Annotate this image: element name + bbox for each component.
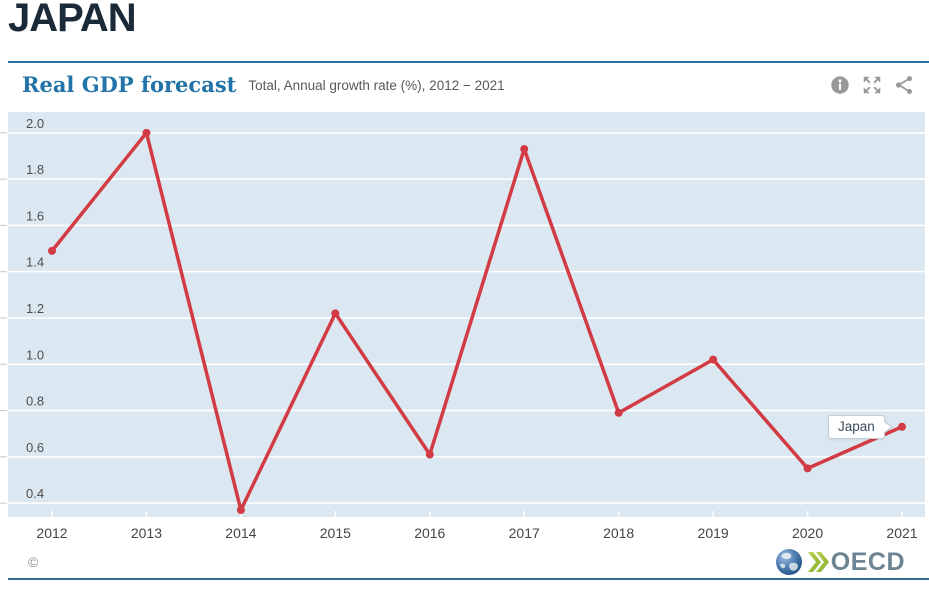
x-axis-label: 2020: [792, 525, 823, 541]
series-line: [50, 131, 904, 512]
y-axis-label: 0.6: [26, 440, 44, 455]
info-icon: [831, 76, 849, 94]
data-point-2014[interactable]: [236, 506, 245, 515]
oecd-chevrons-icon: [807, 552, 829, 572]
data-point-2017[interactable]: [520, 145, 529, 154]
x-axis-label: 2021: [886, 525, 917, 541]
series-tooltip: Japan: [828, 414, 893, 439]
data-point-2018[interactable]: [614, 408, 623, 417]
y-axis-label: 1.8: [26, 162, 44, 177]
data-point-2021[interactable]: [898, 422, 906, 431]
x-axis-label: 2019: [698, 525, 729, 541]
x-axis-label: 2018: [603, 525, 634, 541]
x-axis-label: 2016: [414, 525, 445, 541]
oecd-globe-icon: [775, 549, 802, 575]
x-axis-label: 2017: [509, 525, 540, 541]
oecd-logo-text: OECD: [830, 547, 905, 576]
x-axis-label: 2012: [36, 525, 67, 541]
y-axis-label: 2.0: [26, 116, 44, 131]
data-point-2019[interactable]: [709, 355, 718, 364]
y-axis-label: 0.4: [26, 486, 44, 501]
fullscreen-button[interactable]: [861, 74, 883, 96]
y-axis-label: 1.4: [26, 255, 44, 270]
top-divider: [8, 61, 929, 63]
data-point-2016[interactable]: [425, 450, 434, 459]
data-point-2020[interactable]: [803, 464, 812, 473]
data-point-2015[interactable]: [331, 309, 340, 318]
x-axis-label: 2013: [131, 525, 162, 541]
chart-subtitle: Total, Annual growth rate (%), 2012 − 20…: [248, 78, 505, 93]
x-axis-label: 2015: [320, 525, 351, 541]
bottom-divider: [8, 578, 929, 580]
page-title: JAPAN: [8, 0, 137, 40]
data-point-2012[interactable]: [48, 246, 56, 255]
y-axis-label: 0.8: [26, 394, 44, 409]
expand-arrows-icon: [863, 76, 881, 94]
series-tooltip-label: Japan: [838, 418, 875, 434]
share-button[interactable]: [893, 74, 915, 96]
data-point-2013[interactable]: [142, 128, 151, 137]
oecd-logo[interactable]: OECD: [773, 546, 905, 578]
share-icon: [895, 76, 913, 94]
y-axis-label: 1.6: [26, 208, 44, 223]
y-axis-label: 1.2: [26, 301, 44, 316]
y-axis-label: 1.0: [26, 347, 44, 362]
widget-header: Real GDP forecast Total, Annual growth ra…: [22, 72, 915, 102]
line-chart: 0.4 0.6 0.8 1.0 1.2 1.4 1.6 1.8 2.0 2012 2013 2014 2…: [0, 112, 925, 541]
copyright-mark: ©: [28, 554, 39, 570]
x-axis-label: 2014: [225, 525, 256, 541]
chart-toolbar: [829, 74, 915, 96]
chart-title: Real GDP forecast: [22, 72, 237, 97]
info-button[interactable]: [829, 74, 851, 96]
